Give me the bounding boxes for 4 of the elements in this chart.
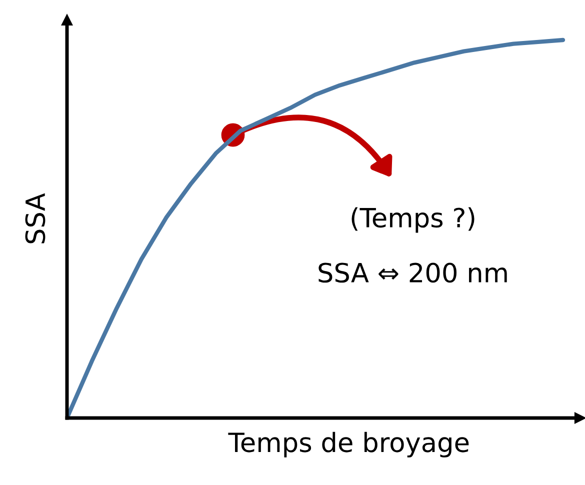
y-axis-title: SSA [25,193,46,244]
x-axis-title: Temps de broyage [228,432,469,458]
annotation: (Temps ?) [352,207,474,233]
annotation: SSA ⇔ 200 nm [318,262,507,283]
